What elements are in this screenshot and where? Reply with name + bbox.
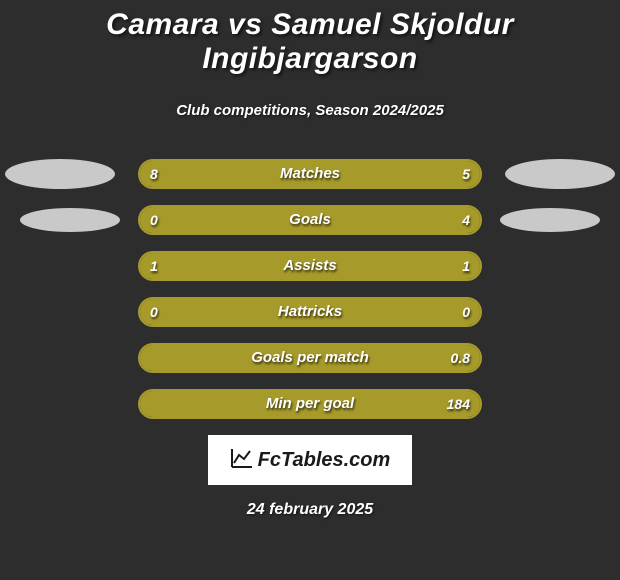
stat-row: 0.8Goals per match (0, 343, 620, 373)
player1-club-avatar (20, 208, 120, 232)
subtitle: Club competitions, Season 2024/2025 (0, 102, 620, 119)
stat-row: 00Hattricks (0, 297, 620, 327)
stat-row: 11Assists (0, 251, 620, 281)
stat-row: 184Min per goal (0, 389, 620, 419)
chart-icon (230, 447, 254, 474)
date-label: 24 february 2025 (0, 501, 620, 519)
stat-metric-label: Matches (138, 159, 482, 189)
stat-metric-label: Goals per match (138, 343, 482, 373)
stats-area: 85Matches 04Goals 11Assists 00Hattricks 0.8G… (0, 159, 620, 419)
stat-metric-label: Min per goal (138, 389, 482, 419)
stat-row: 85Matches (0, 159, 620, 189)
stat-metric-label: Assists (138, 251, 482, 281)
stat-metric-label: Goals (138, 205, 482, 235)
logo-text: FcTables.com (258, 449, 391, 472)
player2-avatar (505, 159, 615, 189)
stat-metric-label: Hattricks (138, 297, 482, 327)
fctables-logo: FcTables.com (208, 435, 412, 485)
player1-avatar (5, 159, 115, 189)
stat-row: 04Goals (0, 205, 620, 235)
page-title: Camara vs Samuel Skjoldur Ingibjargarson (0, 0, 620, 76)
player2-club-avatar (500, 208, 600, 232)
